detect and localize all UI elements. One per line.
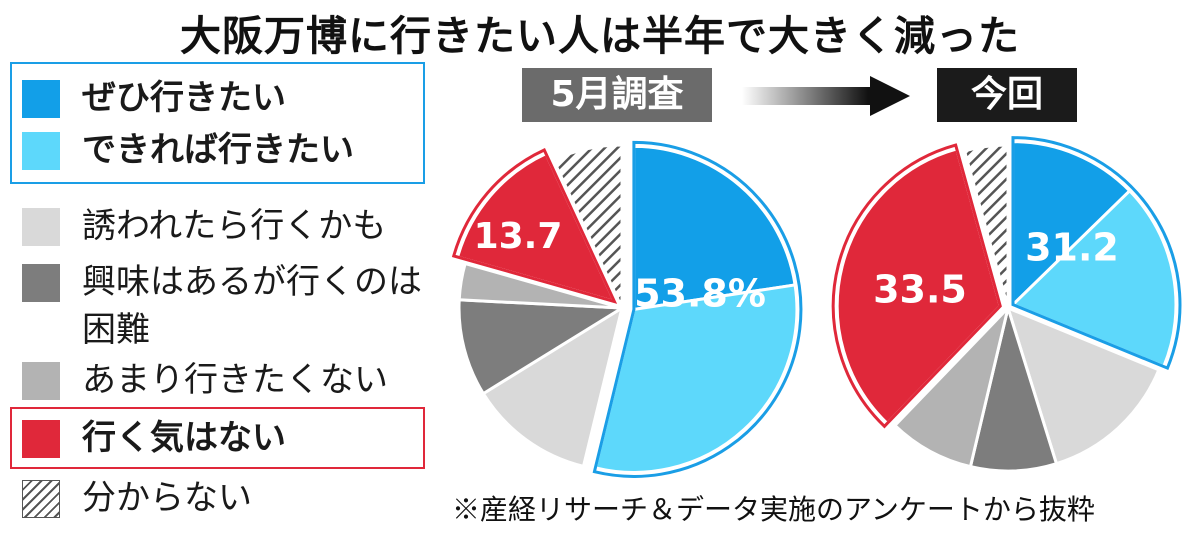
pie-data-label: 31.2 (1025, 226, 1119, 270)
chart-title: 大阪万博に行きたい人は半年で大きく減った (180, 12, 1020, 60)
legend-item-wakaranai: 分からない (22, 474, 252, 522)
survey-tag-may: 5月調査 (522, 68, 712, 122)
pie-data-label: 33.5 (873, 268, 967, 312)
legend-label-dekireba: できれば行きたい (82, 130, 354, 170)
legend-swatch-zehi (22, 80, 60, 118)
legend-item-sasowaretara: 誘われたら行くかも (22, 202, 386, 250)
pie-outline-not-going (451, 147, 618, 304)
pie-slice-kyoumi (457, 298, 627, 396)
pie-slice-ikukinai (835, 147, 1002, 426)
pie-slice-kyoumi (968, 302, 1059, 473)
legend-item-zehi: ぜひ行きたい (22, 74, 286, 122)
legend-item-amari: あまり行きたくない (22, 356, 388, 404)
legend-item-kyoumi: 興味はあるが行くのは困難 (22, 258, 442, 354)
legend-item-ikukinai: 行く気はない (22, 414, 286, 462)
pie-slice-sasowaretara (481, 304, 625, 469)
survey-tag-current: 今回 (937, 68, 1077, 122)
source-footnote: ※産経リサーチ＆データ実施のアンケートから抜粋 (452, 493, 1095, 526)
pie-slice-ikukinai (455, 151, 618, 304)
pie-outline-not-going (831, 143, 1002, 429)
legend-swatch-wakaranai (22, 480, 60, 518)
pie-slice-amari (892, 303, 1011, 469)
pie-slice-dekireba (593, 283, 799, 474)
pie-may: 53.8% 13.7 (451, 140, 803, 478)
pie-slice-zehi (632, 144, 797, 312)
legend-label-ikukinai: 行く気はない (82, 418, 286, 458)
legend-label-zehi: ぜひ行きたい (82, 78, 286, 118)
legend-label-wakaranai: 分からない (82, 478, 252, 518)
pie-slice-amari (457, 261, 623, 310)
legend-highlight-blue (10, 62, 425, 184)
pie-slice-dekireba (1010, 188, 1178, 369)
legend-swatch-amari (22, 362, 60, 400)
pie-slice-wakaranai (551, 143, 624, 309)
pie-data-label: 53.8% (634, 272, 766, 316)
legend-swatch-sasowaretara (22, 208, 60, 246)
pie-slice-wakaranai (962, 143, 1010, 309)
legend-highlight-red (10, 407, 425, 469)
pie-data-label: 13.7 (474, 216, 563, 257)
pie-current: 31.2 33.5 (831, 136, 1182, 473)
pie-outline-want-to-go (1011, 136, 1182, 371)
legend-item-dekireba: できれば行きたい (22, 126, 354, 174)
pie-slice-zehi (1011, 140, 1132, 309)
legend-swatch-kyoumi (22, 264, 60, 302)
arrow-right-icon (742, 76, 910, 116)
legend-label-amari: あまり行きたくない (82, 360, 388, 400)
pie-outline-want-to-go (592, 140, 803, 478)
legend-swatch-ikukinai (22, 420, 60, 458)
legend-label-sasowaretara: 誘われたら行くかも (82, 206, 387, 246)
legend-label-kyoumi: 興味はあるが行くのは困難 (82, 262, 422, 350)
legend-swatch-dekireba (22, 132, 60, 170)
